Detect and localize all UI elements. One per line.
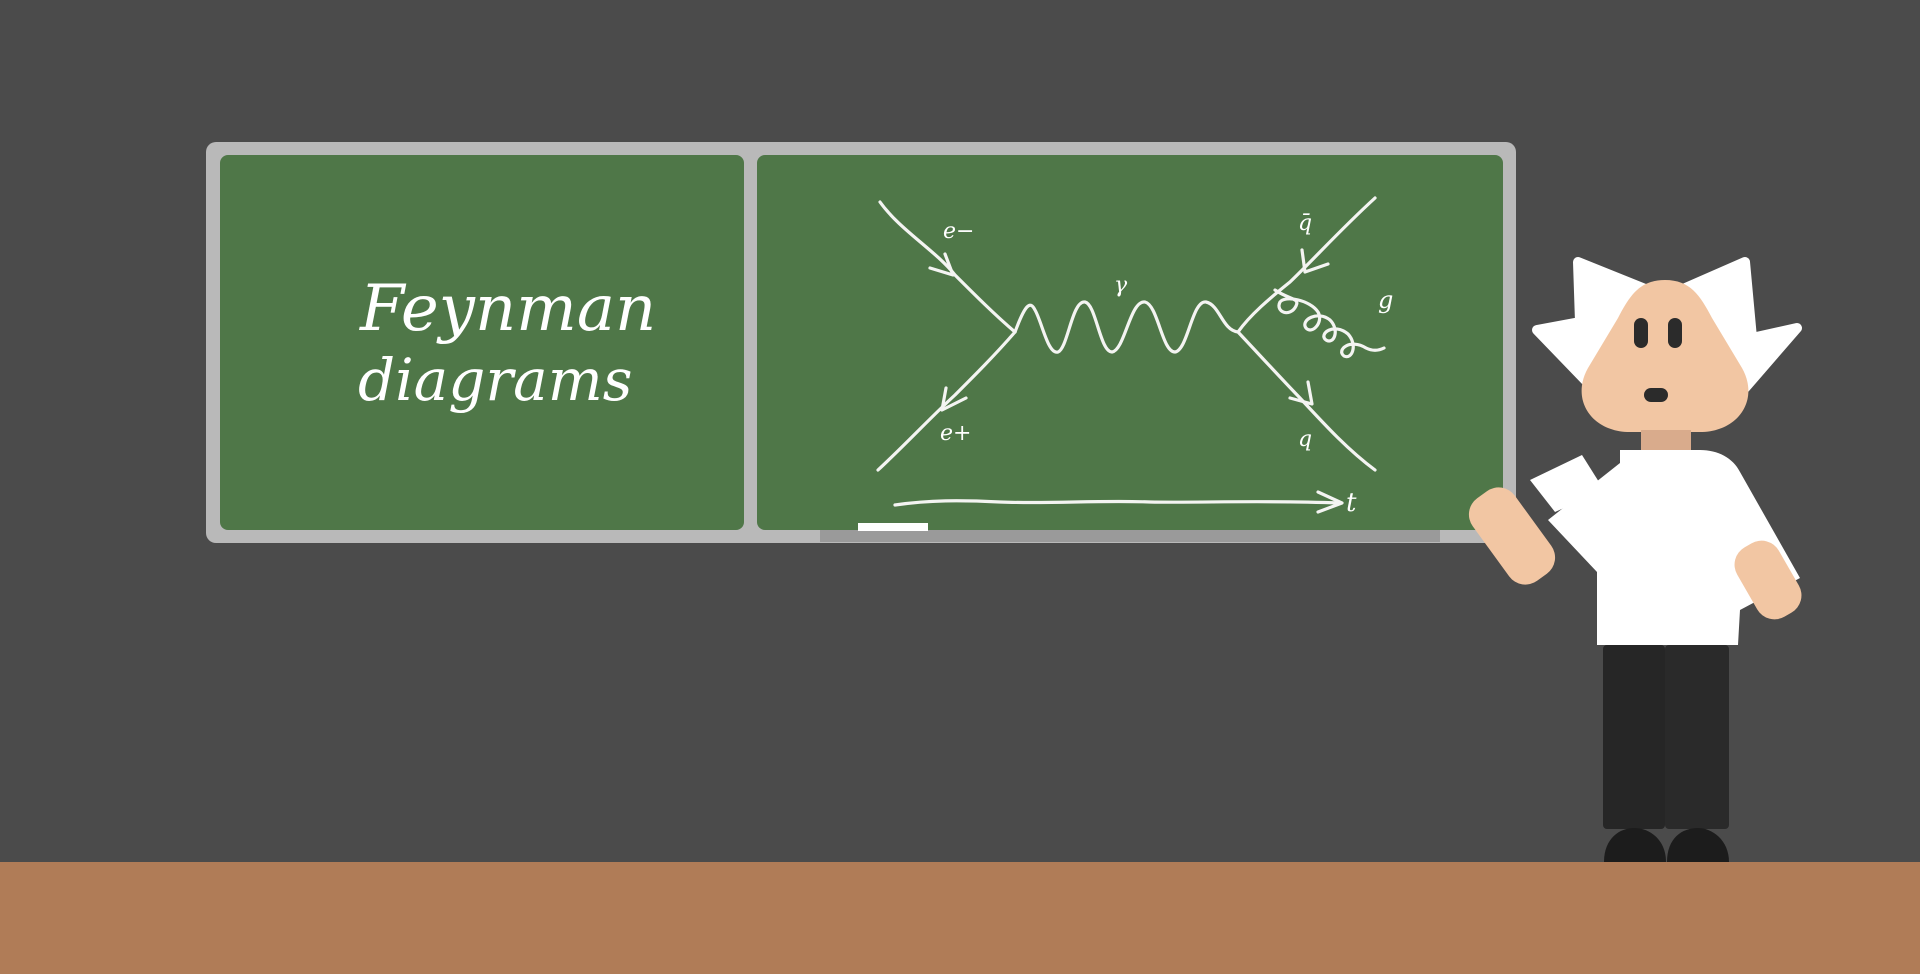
teacher-eye-left (1634, 318, 1648, 348)
label-electron: e− (943, 219, 974, 244)
teacher-leg-right (1665, 645, 1729, 829)
gluon-line (1273, 288, 1386, 359)
electron-arrow (928, 252, 955, 277)
teacher-head (1581, 280, 1749, 432)
label-gluon: g (1378, 286, 1393, 314)
electron-line (878, 200, 1017, 334)
board-title-line1: Feynman (359, 272, 656, 346)
teacher-eye-right (1668, 318, 1682, 348)
board-panel-right (757, 155, 1503, 530)
teacher-shirt (1548, 450, 1800, 645)
label-quark: q (1298, 427, 1312, 452)
teacher-hand-left (1468, 487, 1556, 585)
quark-line (1236, 330, 1377, 472)
antiquark-line (1236, 196, 1377, 334)
quark-arrow (1288, 380, 1314, 406)
feynman-diagram: e− e+ γ q̄ g q t (876, 196, 1393, 518)
teacher-leg-left (1603, 645, 1665, 829)
teacher-neck (1641, 430, 1691, 452)
label-antiquark: q̄ (1298, 211, 1312, 236)
photon-line (1013, 300, 1240, 354)
teacher (1468, 257, 1802, 862)
teacher-hand-right (1734, 540, 1802, 620)
label-photon: γ (1114, 273, 1128, 298)
chalk-piece (858, 523, 928, 531)
teacher-shoe-left (1604, 828, 1666, 862)
chalk-tray (820, 530, 1440, 542)
time-arrow-head (1316, 490, 1344, 514)
time-arrow-line (893, 499, 1342, 507)
floor (0, 862, 1920, 974)
label-positron: e+ (940, 421, 971, 446)
positron-arrow (940, 386, 968, 412)
teacher-mouth (1644, 388, 1668, 402)
board-title-line2: diagrams (358, 346, 632, 414)
label-time: t (1346, 488, 1357, 518)
antiquark-arrow (1300, 248, 1330, 274)
positron-line (876, 330, 1017, 472)
teacher-shoe-right (1667, 828, 1729, 862)
board-panel-left (220, 155, 744, 530)
